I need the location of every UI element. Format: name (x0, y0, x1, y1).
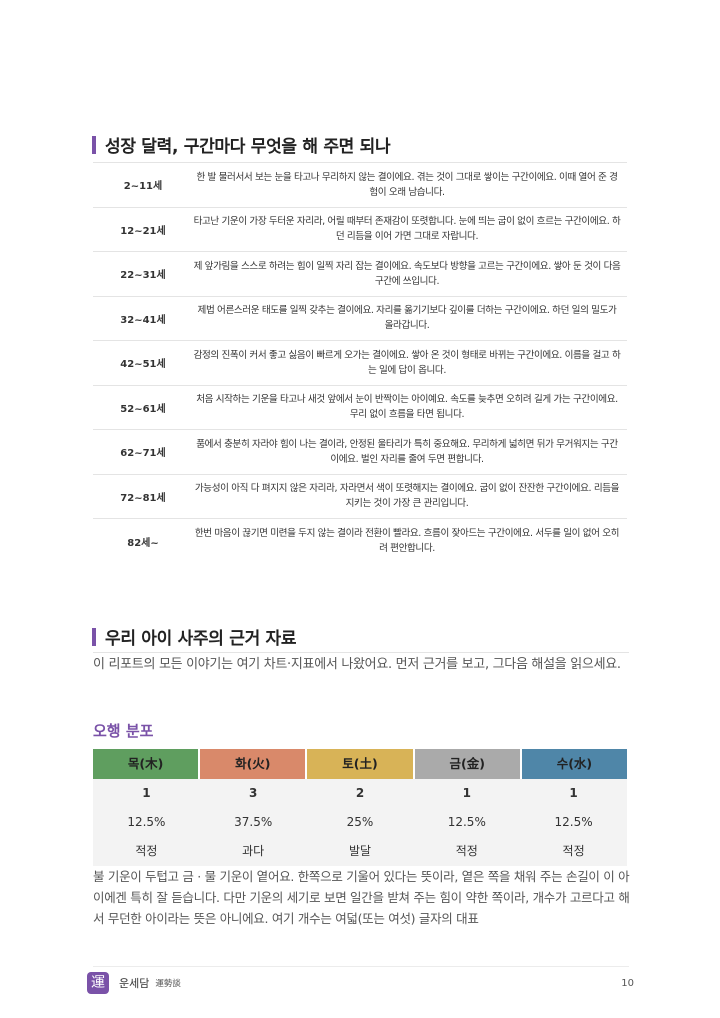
wuxing-count: 3 (249, 786, 258, 800)
wuxing-percent: 37.5% (234, 815, 273, 829)
wuxing-element-name: 토(土) (307, 749, 415, 779)
wuxing-percent: 12.5% (447, 815, 486, 829)
wuxing-status: 적정 (135, 844, 158, 858)
title-accent-bar (92, 135, 96, 154)
footer-divider (93, 966, 629, 967)
section-title-evidence: 우리 아이 사주의 근거 자료 (92, 624, 297, 649)
period-row: 82세~ 한번 마음이 끊기면 미련을 두지 않는 결이라 전환이 빨라요. 흐름… (93, 519, 627, 564)
brand-logo: 運 (87, 972, 109, 994)
brand-name: 운세담 (119, 977, 150, 990)
wuxing-count: 1 (462, 786, 471, 800)
period-age: 2~11세 (123, 181, 163, 193)
period-row: 42~51세 감정의 진폭이 커서 좋고 싫음이 빠르게 오가는 결이에요. 쌓아… (93, 341, 627, 386)
period-row: 72~81세 가능성이 아직 다 펴지지 않은 자리라, 자라면서 색이 또렷해지… (93, 475, 627, 519)
title-accent-bar (92, 627, 96, 646)
wuxing-subtitle: 오행 분포 (93, 722, 154, 740)
wuxing-percent: 12.5% (554, 815, 593, 829)
period-description: 가능성이 아직 다 펴지지 않은 자리라, 자라면서 색이 또렷해지는 결이에요… (194, 483, 620, 510)
section-intro: 이 리포트의 모든 이야기는 여기 차트·지표에서 나왔어요. 먼저 근거를 보… (93, 657, 621, 672)
wuxing-distribution-table: 목(木) 화(火) 토(土) 금(金) 수(水) 1 3 2 1 1 12.5% 37.5% 25%… (93, 749, 628, 866)
wuxing-element-name: 화(火) (200, 749, 308, 779)
wuxing-count: 1 (569, 786, 578, 800)
wuxing-element-name: 목(木) (93, 749, 201, 779)
period-row: 22~31세 제 앞가림을 스스로 하려는 힘이 일찍 자리 잡는 결이에요. 속… (93, 252, 627, 297)
period-description: 제 앞가림을 스스로 하려는 힘이 일찍 자리 잡는 결이에요. 속도보다 방향… (193, 260, 621, 287)
wuxing-status-row: 적정 과다 발달 적정 적정 (93, 837, 627, 866)
wuxing-status: 발달 (348, 844, 372, 858)
period-age: 52~61세 (120, 403, 166, 415)
period-description: 품에서 충분히 자라야 힘이 나는 결이라, 안정된 울타리가 특히 중요해요.… (196, 438, 618, 465)
period-description: 한 발 물러서서 보는 눈을 타고나 무리하지 않는 결이에요. 겪는 것이 그… (196, 171, 618, 198)
wuxing-note: 불 기운이 두텁고 금 · 물 기운이 옅어요. 한쪽으로 기울어 있다는 뜻이… (93, 869, 630, 926)
section-title-text: 성장 달력, 구간마다 무엇을 해 주면 되나 (105, 137, 391, 157)
wuxing-count: 1 (142, 786, 151, 800)
wuxing-count: 2 (355, 786, 365, 800)
wuxing-percent-row: 12.5% 37.5% 25% 12.5% 12.5% (93, 808, 627, 837)
section-title-text: 우리 아이 사주의 근거 자료 (105, 629, 297, 649)
wuxing-percent: 12.5% (127, 815, 166, 829)
period-age: 72~81세 (120, 492, 166, 504)
period-description: 한번 마음이 끊기면 미련을 두지 않는 결이라 전환이 빨라요. 흐름이 잦아… (194, 528, 620, 555)
wuxing-status: 과다 (242, 844, 265, 858)
period-age: 12~21세 (120, 225, 166, 237)
period-row: 2~11세 한 발 물러서서 보는 눈을 타고나 무리하지 않는 결이에요. 겪는… (93, 163, 627, 208)
period-row: 52~61세 처음 시작하는 기운을 타고나 새것 앞에서 눈이 반짝이는 아이예… (93, 386, 627, 430)
period-age: 62~71세 (120, 448, 166, 460)
wuxing-status: 적정 (455, 844, 478, 858)
period-row: 32~41세 제법 어른스러운 태도를 일찍 갖추는 결이에요. 자리를 옮기기보… (93, 297, 627, 341)
wuxing-header-row: 목(木) 화(火) 토(土) 금(金) 수(水) (93, 749, 628, 779)
period-age: 42~51세 (120, 359, 166, 371)
page-number: 10 (621, 978, 634, 989)
period-row: 62~71세 품에서 충분히 자라야 힘이 나는 결이라, 안정된 울타리가 특히… (93, 430, 627, 475)
wuxing-percent: 25% (346, 815, 374, 829)
growth-period-table: 2~11세 한 발 물러서서 보는 눈을 타고나 무리하지 않는 결이에요. 겪는… (93, 162, 627, 564)
period-row: 12~21세 타고난 기운이 가장 두터운 자리라, 어릴 때부터 존재감이 또렷… (93, 208, 627, 252)
footer-brand: 運 운세담 運勢談 (87, 972, 181, 994)
wuxing-element-name: 금(金) (414, 749, 522, 779)
wuxing-element-name: 수(水) (521, 749, 628, 779)
wuxing-status: 적정 (562, 844, 585, 858)
wuxing-count-row: 1 3 2 1 1 (93, 779, 627, 808)
period-description: 타고난 기운이 가장 두터운 자리라, 어릴 때부터 존재감이 또렷합니다. 눈… (193, 216, 621, 243)
period-age: 32~41세 (120, 314, 166, 326)
divider (93, 652, 629, 653)
period-description: 제법 어른스러운 태도를 일찍 갖추는 결이에요. 자리를 옮기기보다 깊이를 … (197, 305, 617, 332)
period-age: 82세~ (127, 537, 159, 549)
period-description: 처음 시작하는 기운을 타고나 새것 앞에서 눈이 반짝이는 아이예요. 속도를… (196, 394, 618, 421)
period-age: 22~31세 (120, 270, 166, 282)
brand-hanja: 運勢談 (155, 979, 181, 989)
section-title-growth-calendar: 성장 달력, 구간마다 무엇을 해 주면 되나 (92, 132, 391, 157)
period-description: 감정의 진폭이 커서 좋고 싫음이 빠르게 오가는 결이에요. 쌓아 온 것이 … (193, 349, 621, 376)
